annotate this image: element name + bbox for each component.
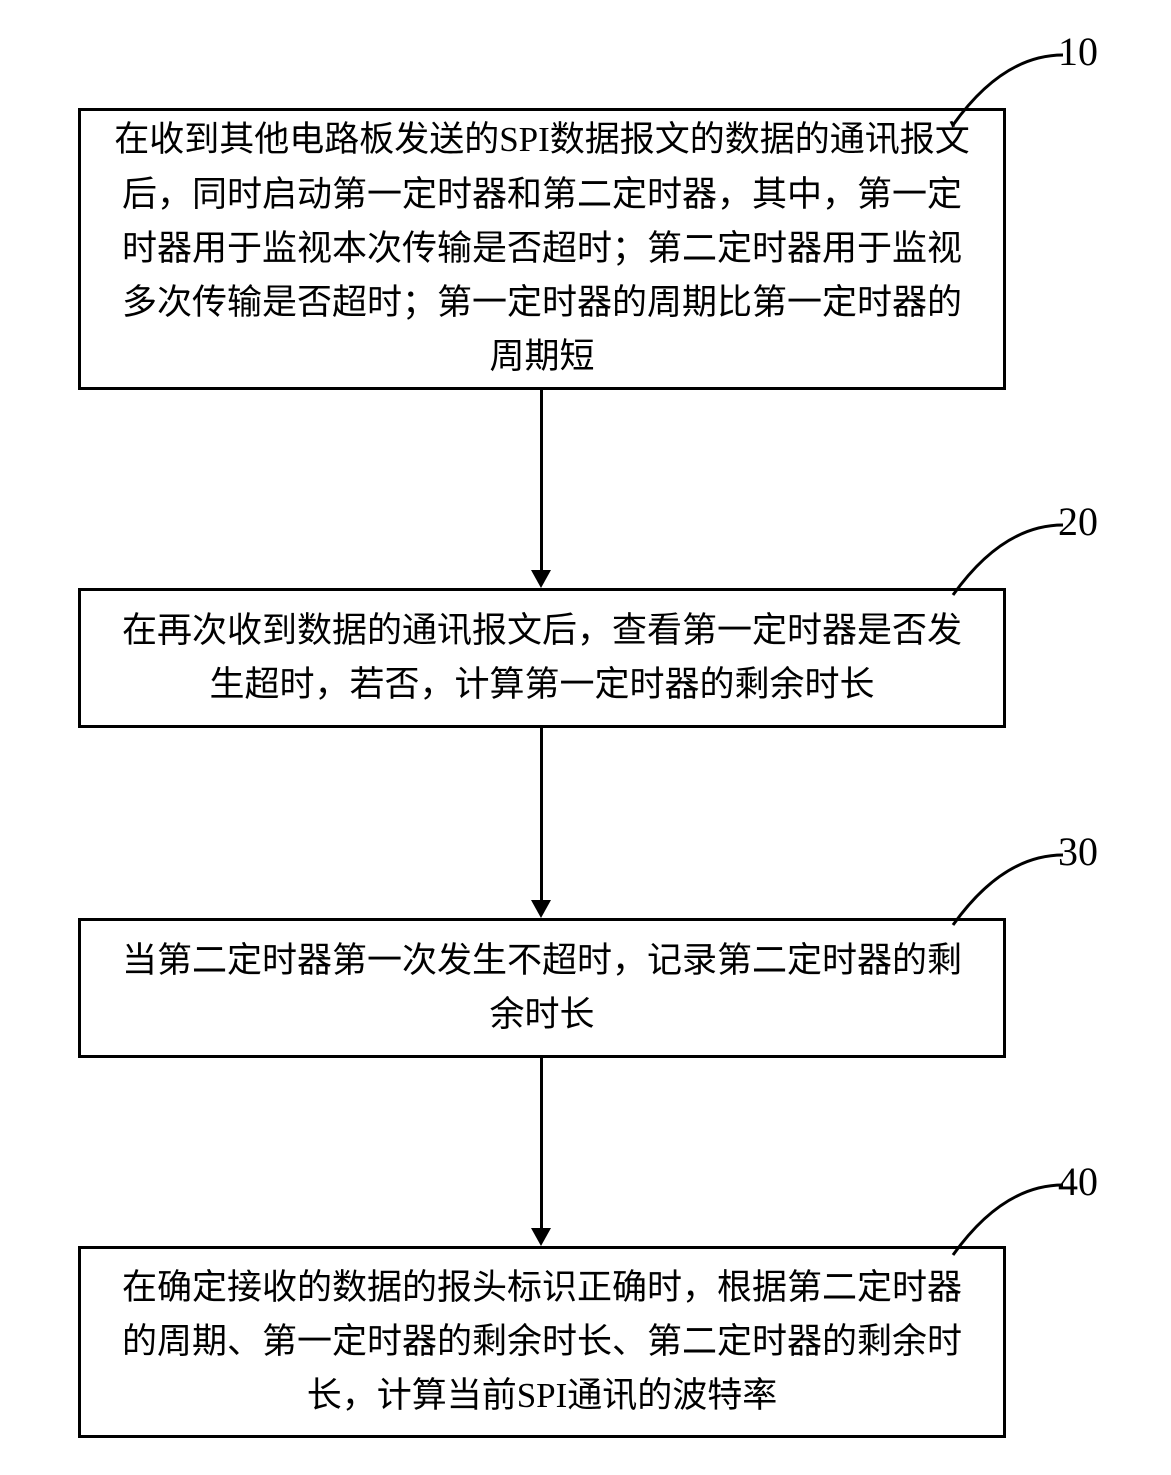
flowchart-canvas: 在收到其他电路板发送的SPI数据报文的数据的通讯报文后，同时启动第一定时器和第二… — [0, 0, 1171, 1475]
flow-node-10: 在收到其他电路板发送的SPI数据报文的数据的通讯报文后，同时启动第一定时器和第二… — [78, 108, 1006, 390]
flow-node-40-text: 在确定接收的数据的报头标识正确时，根据第二定时器的周期、第一定时器的剩余时长、第… — [105, 1261, 979, 1424]
flow-node-40: 在确定接收的数据的报头标识正确时，根据第二定时器的周期、第一定时器的剩余时长、第… — [78, 1246, 1006, 1438]
callout-arc-40 — [948, 1180, 1068, 1260]
arrow-head-30-40 — [531, 1228, 551, 1246]
callout-label-30: 30 — [1058, 828, 1098, 875]
callout-label-20: 20 — [1058, 498, 1098, 545]
callout-label-40: 40 — [1058, 1158, 1098, 1205]
callout-label-10: 10 — [1058, 28, 1098, 75]
flow-node-10-text: 在收到其他电路板发送的SPI数据报文的数据的通讯报文后，同时启动第一定时器和第二… — [105, 113, 979, 384]
arrow-20-30 — [540, 728, 543, 900]
callout-arc-30 — [948, 850, 1068, 930]
flow-node-30-text: 当第二定时器第一次发生不超时，记录第二定时器的剩余时长 — [105, 934, 979, 1043]
callout-arc-20 — [948, 520, 1068, 600]
callout-arc-10 — [948, 50, 1068, 130]
arrow-30-40 — [540, 1058, 543, 1228]
flow-node-30: 当第二定时器第一次发生不超时，记录第二定时器的剩余时长 — [78, 918, 1006, 1058]
arrow-head-20-30 — [531, 900, 551, 918]
arrow-head-10-20 — [531, 570, 551, 588]
flow-node-20: 在再次收到数据的通讯报文后，查看第一定时器是否发生超时，若否，计算第一定时器的剩… — [78, 588, 1006, 728]
arrow-10-20 — [540, 390, 543, 570]
flow-node-20-text: 在再次收到数据的通讯报文后，查看第一定时器是否发生超时，若否，计算第一定时器的剩… — [105, 604, 979, 713]
